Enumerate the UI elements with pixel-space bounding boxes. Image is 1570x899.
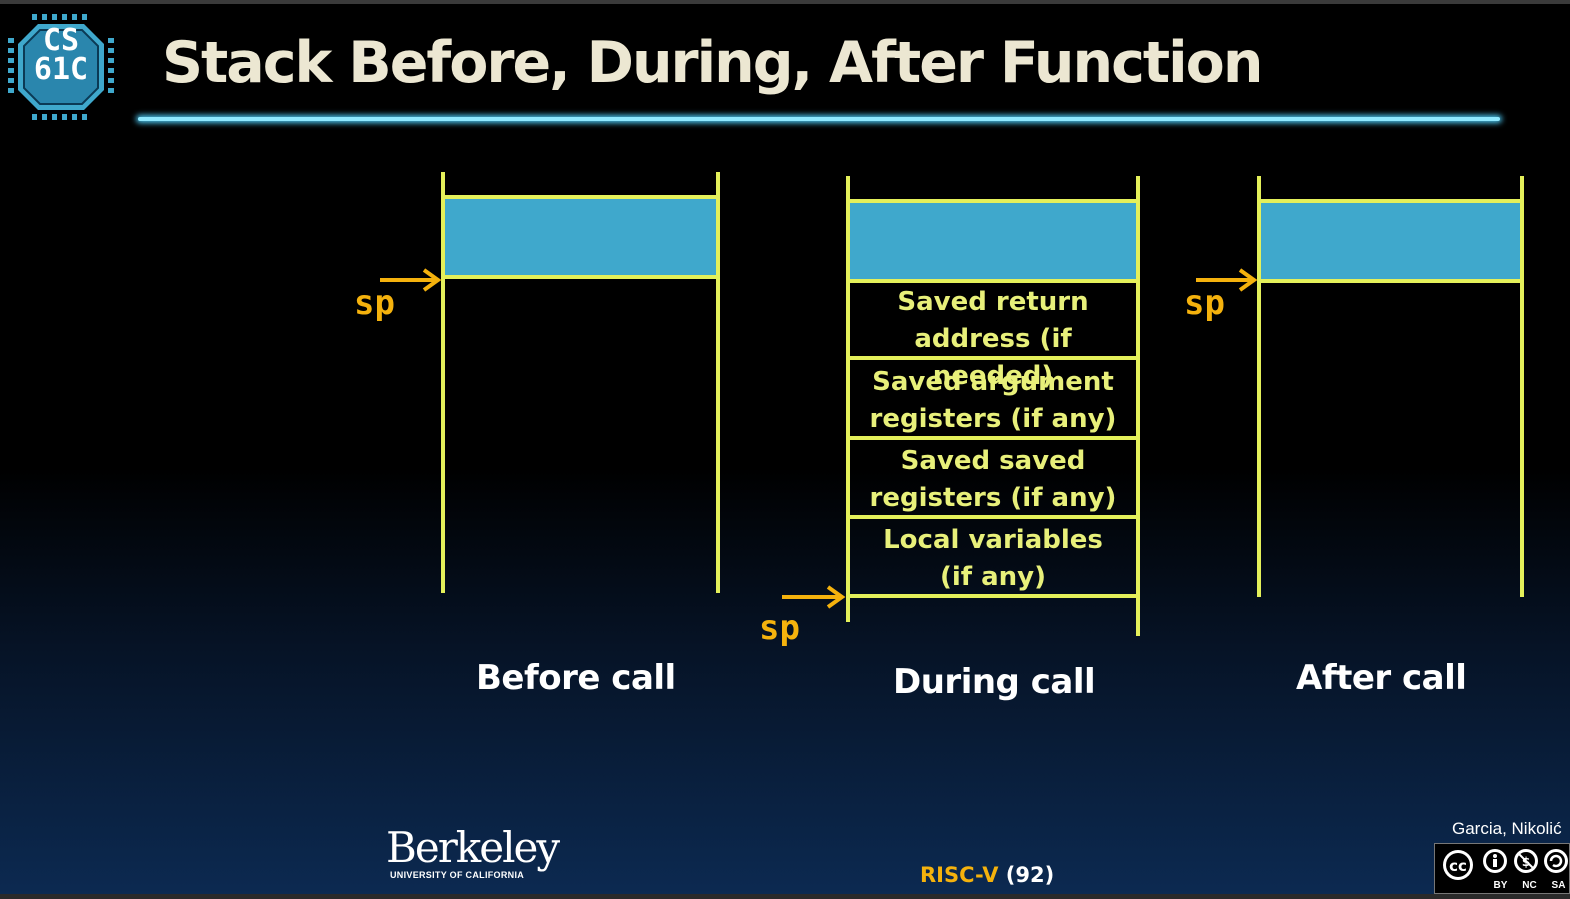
logo-text: CS 61C [33, 23, 89, 87]
after-sp-label: sp [1184, 283, 1225, 323]
top-border [0, 0, 1570, 4]
during-left-wall [846, 176, 850, 622]
caption-before-call: Before call [476, 658, 676, 698]
svg-text:cc: cc [1449, 857, 1467, 875]
during-divider-2 [846, 436, 1140, 440]
bottom-border [0, 894, 1570, 899]
before-existing-stack [441, 195, 720, 279]
frame-entry-saved-registers: Saved saved registers (if any) [869, 446, 1117, 513]
author-credit: Garcia, Nikolić [1452, 819, 1562, 838]
slide-footer-number: RISC-V (92) [920, 863, 1055, 887]
after-left-wall [1257, 176, 1261, 597]
before-left-wall [441, 172, 445, 593]
license-icons: cc $ [1443, 849, 1568, 880]
during-divider-1 [846, 356, 1140, 360]
during-divider-3 [846, 515, 1140, 519]
title-underline [138, 117, 1500, 121]
during-existing-stack [846, 199, 1140, 283]
frame-entry-return-address: Saved return address (if needed) [897, 287, 1089, 391]
license-labels: BY NC SA [1493, 880, 1566, 891]
during-sp-label: sp [759, 608, 800, 648]
berkeley-logo: Berkeley UNIVERSITY OF CALIFORNIA [386, 823, 560, 881]
after-right-wall [1520, 176, 1524, 597]
caption-after-call: After call [1296, 658, 1467, 698]
frame-entry-argument-registers: Saved argument registers (if any) [869, 367, 1117, 434]
during-right-wall [1136, 176, 1140, 636]
before-sp-arrow [380, 268, 442, 292]
after-sp-arrow [1196, 268, 1258, 292]
cs61c-chip-logo [8, 14, 114, 120]
during-sp-arrow [782, 585, 846, 609]
during-divider-4 [846, 594, 1140, 598]
before-right-wall [716, 172, 720, 593]
frame-entry-local-variables: Local variables (if any) [883, 525, 1103, 592]
after-existing-stack [1257, 199, 1524, 283]
slide-title: Stack Before, During, After Function [162, 30, 1263, 96]
caption-during-call: During call [893, 662, 1096, 702]
before-sp-label: sp [354, 283, 395, 323]
